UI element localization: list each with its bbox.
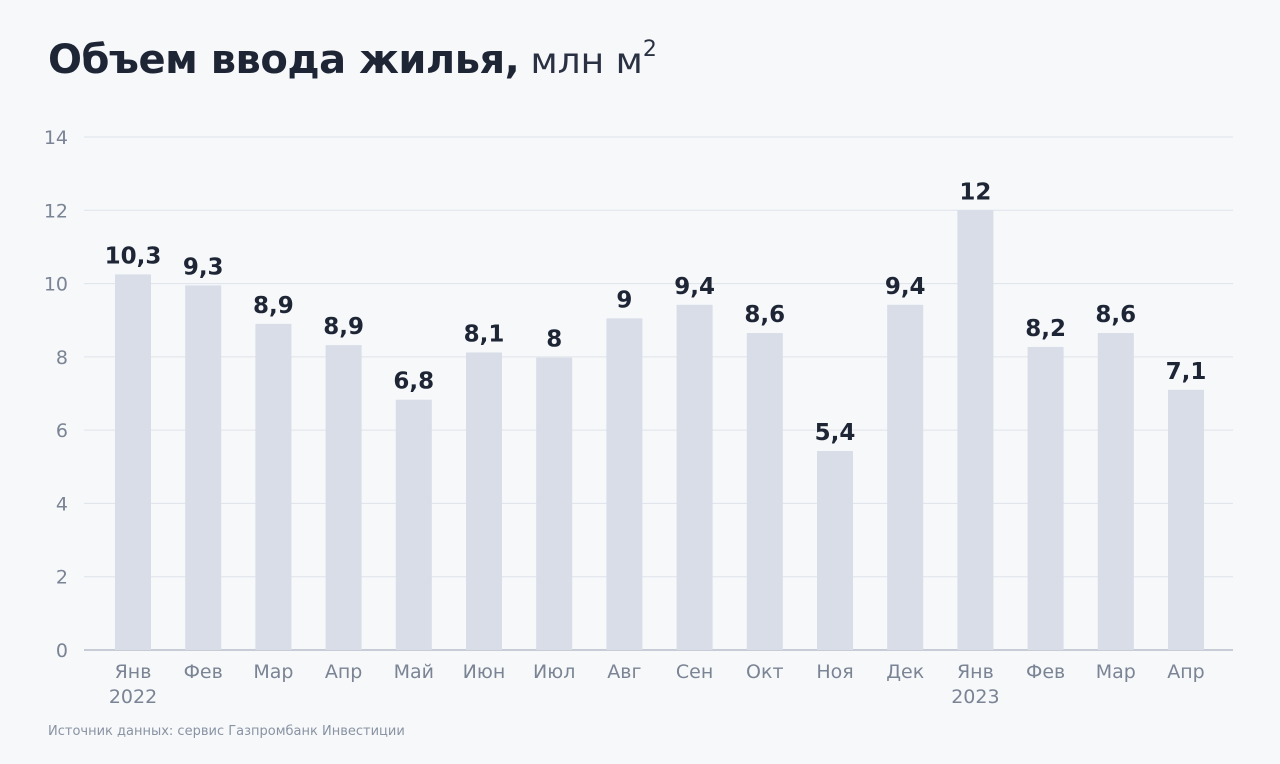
bar	[115, 274, 151, 650]
value-labels: 10,3 9,3 8,9 8,9 6,8 8,1 8 9 9,4 8,6 5,4 9,4 12 8,2 8,…	[105, 179, 1207, 446]
x-tick-label: Апр	[325, 661, 362, 683]
bar	[325, 345, 362, 650]
bar-value-label: 8	[546, 327, 562, 353]
bar-value-label: 6,8	[393, 369, 434, 395]
x-tick-label: Май	[394, 661, 434, 683]
bar-value-label: 9,3	[183, 254, 224, 280]
chart-title-unit: млн м2	[530, 39, 657, 82]
x-tick-label: Ноя	[816, 661, 853, 683]
x-tick-label: Фев	[184, 661, 223, 683]
x-tick-year-label: 2023	[951, 686, 999, 708]
bar-value-label: 8,9	[253, 293, 294, 319]
bar-value-label: 9,4	[674, 274, 715, 300]
bar	[606, 318, 643, 650]
bar-value-label: 8,2	[1025, 316, 1066, 342]
y-tick-label: 14	[44, 127, 68, 149]
bar	[887, 304, 924, 650]
x-axis-ticks: Янв 2022 Фев Мар Апр Май Июн Июл Авг Сен Окт Ноя Дек…	[109, 661, 1205, 708]
bar	[395, 399, 432, 650]
chart-title: Объем ввода жилья, млн м2	[48, 37, 657, 83]
bar-value-label: 9,4	[885, 274, 926, 300]
x-tick-label: Дек	[886, 661, 924, 683]
bar-value-label: 8,1	[464, 321, 505, 347]
bar	[676, 304, 713, 650]
y-axis-ticks: 0 2 4 6 8 10 12 14	[44, 127, 68, 662]
chart-title-unit-text: млн м	[530, 41, 643, 82]
bar	[957, 210, 994, 651]
bar	[466, 352, 502, 650]
bar	[1097, 333, 1134, 650]
bar	[536, 357, 573, 650]
y-tick-label: 10	[44, 274, 68, 296]
x-tick-label: Мар	[1096, 661, 1136, 683]
chart-title-unit-sup: 2	[642, 37, 657, 62]
bar-value-label: 10,3	[105, 243, 162, 269]
bar-value-label: 8,9	[323, 314, 364, 340]
x-tick-label: Июл	[533, 661, 575, 683]
x-tick-label: Июн	[463, 661, 506, 683]
bar	[746, 333, 783, 650]
x-tick-label: Окт	[746, 661, 784, 683]
bar-value-label: 12	[959, 179, 991, 205]
bar	[1027, 346, 1064, 650]
bar	[817, 451, 853, 650]
data-source-note: Источник данных: сервис Газпромбанк Инве…	[48, 724, 405, 739]
bar-value-label: 7,1	[1166, 359, 1207, 385]
x-tick-label: Фев	[1026, 661, 1065, 683]
x-tick-year-label: 2022	[109, 686, 157, 708]
bar	[185, 285, 222, 650]
x-tick-label: Апр	[1167, 661, 1204, 683]
bar-value-label: 5,4	[815, 420, 856, 446]
y-tick-label: 4	[56, 493, 68, 515]
bar	[1168, 389, 1204, 650]
x-tick-label: Авг	[607, 661, 641, 683]
y-tick-label: 2	[56, 567, 68, 589]
x-tick-label: Мар	[253, 661, 293, 683]
x-tick-label: Янв	[957, 661, 994, 683]
y-tick-label: 6	[56, 420, 68, 442]
bars	[115, 210, 1204, 651]
chart-title-main: Объем ввода жилья,	[48, 37, 520, 83]
bar-value-label: 8,6	[744, 302, 785, 328]
y-tick-label: 8	[56, 347, 68, 369]
x-tick-label: Сен	[676, 661, 713, 683]
bar-value-label: 8,6	[1095, 302, 1136, 328]
y-tick-label: 12	[44, 200, 68, 222]
bar	[255, 323, 292, 650]
bar-value-label: 9	[616, 287, 632, 313]
y-tick-label: 0	[56, 640, 68, 662]
x-tick-label: Янв	[115, 661, 152, 683]
